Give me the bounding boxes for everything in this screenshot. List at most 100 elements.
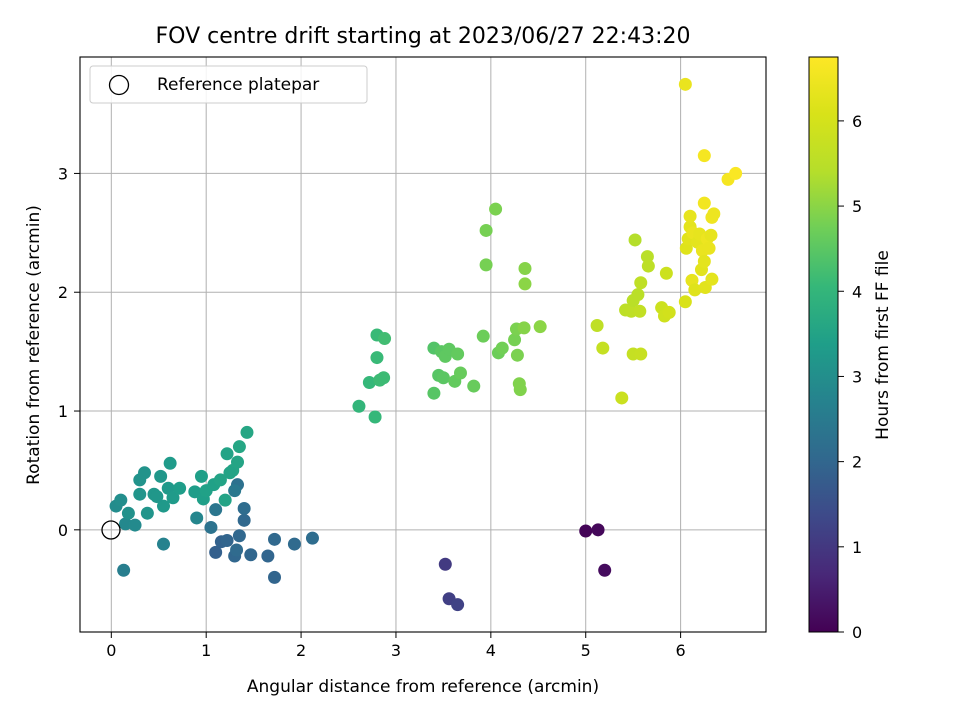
reference-marker: [101, 520, 121, 540]
data-point: [662, 305, 676, 319]
data-point: [508, 333, 522, 347]
data-point: [237, 513, 251, 527]
data-point: [173, 481, 187, 495]
y-tick-label: 3: [58, 164, 68, 183]
colorbar-tick-label: 3: [852, 367, 862, 386]
x-tick-label: 3: [391, 641, 401, 660]
data-point: [438, 557, 452, 571]
data-point: [378, 332, 392, 346]
data-point: [261, 549, 275, 563]
data-point: [370, 351, 384, 365]
data-point: [479, 223, 493, 237]
colorbar-tick-label: 2: [852, 453, 862, 472]
data-point: [121, 506, 135, 520]
data-point: [213, 473, 227, 487]
data-point: [209, 503, 223, 517]
chart-title: FOV centre drift starting at 2023/06/27 …: [156, 24, 691, 49]
data-point: [678, 295, 692, 309]
data-point: [268, 570, 282, 584]
data-point: [518, 277, 532, 291]
data-point: [427, 386, 441, 400]
data-point: [476, 329, 490, 343]
legend-marker: [108, 74, 130, 96]
data-point: [232, 440, 246, 454]
data-point: [641, 259, 655, 273]
data-point: [114, 493, 128, 507]
data-point: [230, 543, 244, 557]
data-point: [451, 598, 465, 612]
data-point: [596, 341, 610, 355]
data-point: [628, 233, 642, 247]
data-point: [479, 258, 493, 272]
data-point: [697, 254, 711, 268]
x-tick-label: 2: [296, 641, 306, 660]
data-point: [362, 376, 376, 390]
data-point: [223, 466, 237, 480]
colorbar-tick-label: 0: [852, 623, 862, 642]
data-point: [467, 379, 481, 393]
data-point: [704, 228, 718, 242]
data-point: [697, 196, 711, 210]
data-point: [150, 490, 164, 504]
colorbar-tick-label: 6: [852, 112, 862, 131]
y-axis-label: Rotation from reference (arcmin): [24, 205, 44, 485]
data-point: [231, 455, 245, 469]
data-point: [631, 288, 645, 302]
data-point: [659, 266, 673, 280]
data-point: [156, 499, 170, 513]
data-point: [634, 347, 648, 361]
x-tick-label: 5: [581, 641, 591, 660]
data-point: [533, 320, 547, 334]
data-point: [590, 318, 604, 332]
data-point: [368, 410, 382, 424]
data-point: [163, 456, 177, 470]
x-tick-label: 6: [676, 641, 686, 660]
x-tick-label: 0: [106, 641, 116, 660]
colorbar-tick-label: 1: [852, 538, 862, 557]
y-tick-label: 1: [58, 402, 68, 421]
data-point: [154, 469, 168, 483]
data-point: [218, 493, 232, 507]
data-point: [138, 466, 152, 480]
data-point: [133, 487, 147, 501]
data-point: [697, 149, 711, 163]
data-point: [451, 347, 465, 361]
plot-frame: [79, 56, 767, 633]
y-axis-ticks: 0 1 2 3: [58, 164, 80, 540]
data-point: [204, 520, 218, 534]
data-point: [436, 371, 450, 385]
data-points: [109, 77, 743, 612]
data-point: [518, 261, 532, 275]
data-point: [591, 523, 605, 537]
data-point: [633, 304, 647, 318]
data-point: [513, 383, 527, 397]
data-point: [683, 209, 697, 223]
data-point: [678, 77, 692, 91]
data-point: [232, 529, 246, 543]
data-point: [495, 341, 509, 355]
data-point: [228, 484, 242, 498]
data-point: [634, 276, 648, 290]
grid-lines: [80, 57, 766, 632]
data-point: [268, 532, 282, 546]
legend-box: [89, 65, 368, 104]
data-point: [188, 485, 202, 499]
data-point: [237, 501, 251, 515]
data-point: [220, 534, 234, 548]
x-axis-ticks: 0 1 2 3 4 5 6: [106, 632, 686, 660]
data-point: [194, 469, 208, 483]
data-point: [579, 524, 593, 538]
data-point: [377, 371, 391, 385]
data-point: [166, 491, 180, 505]
data-point: [190, 511, 204, 525]
data-point: [119, 517, 133, 531]
colorbar-tick-label: 4: [852, 282, 862, 301]
data-point: [615, 391, 629, 405]
data-point: [510, 348, 524, 362]
data-point: [352, 399, 366, 413]
y-tick-label: 2: [58, 283, 68, 302]
data-point: [705, 272, 719, 286]
legend: Reference platepar: [89, 65, 368, 104]
data-point: [688, 283, 702, 297]
